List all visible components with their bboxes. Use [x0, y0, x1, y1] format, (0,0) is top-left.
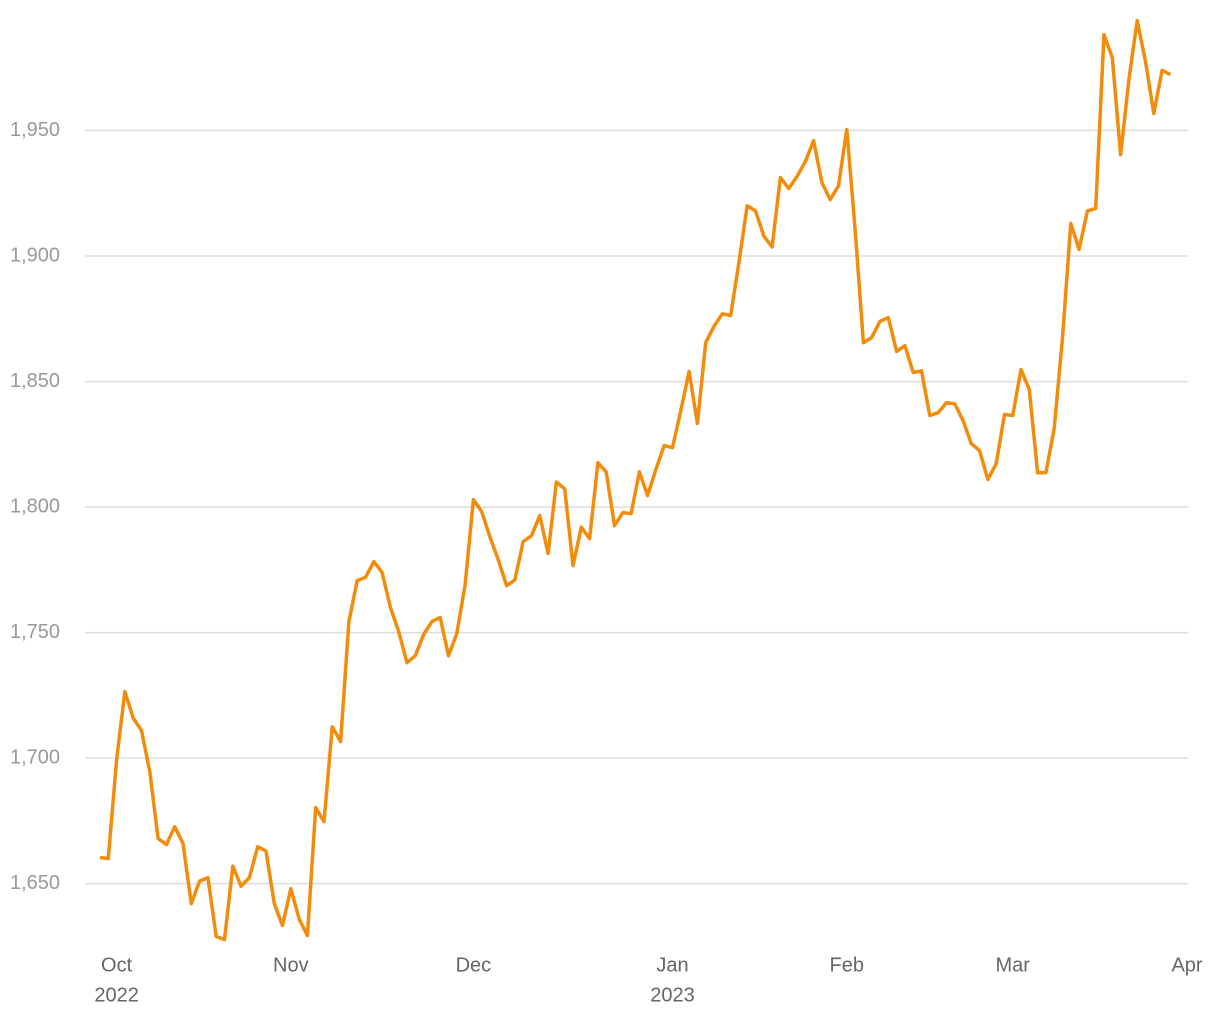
x-tick-label: Apr: [1171, 954, 1202, 976]
y-tick-label: 1,950: [10, 119, 60, 141]
y-tick-label: 1,750: [10, 621, 60, 643]
x-tick-year: 2022: [94, 984, 139, 1006]
y-tick-label: 1,650: [10, 872, 60, 894]
x-tick-label: Dec: [456, 954, 492, 976]
x-tick-label: Jan: [656, 954, 688, 976]
y-tick-label: 1,800: [10, 495, 60, 517]
y-tick-label: 1,900: [10, 244, 60, 266]
x-tick-year: 2023: [650, 984, 695, 1006]
x-tick-label: Feb: [830, 954, 864, 976]
x-tick-label: Oct: [101, 954, 133, 976]
y-tick-label: 1,700: [10, 746, 60, 768]
line: [99, 18, 1172, 942]
x-tick-label: Mar: [996, 954, 1031, 976]
x-tick-label: Nov: [273, 954, 309, 976]
y-tick-label: 1,850: [10, 370, 60, 392]
